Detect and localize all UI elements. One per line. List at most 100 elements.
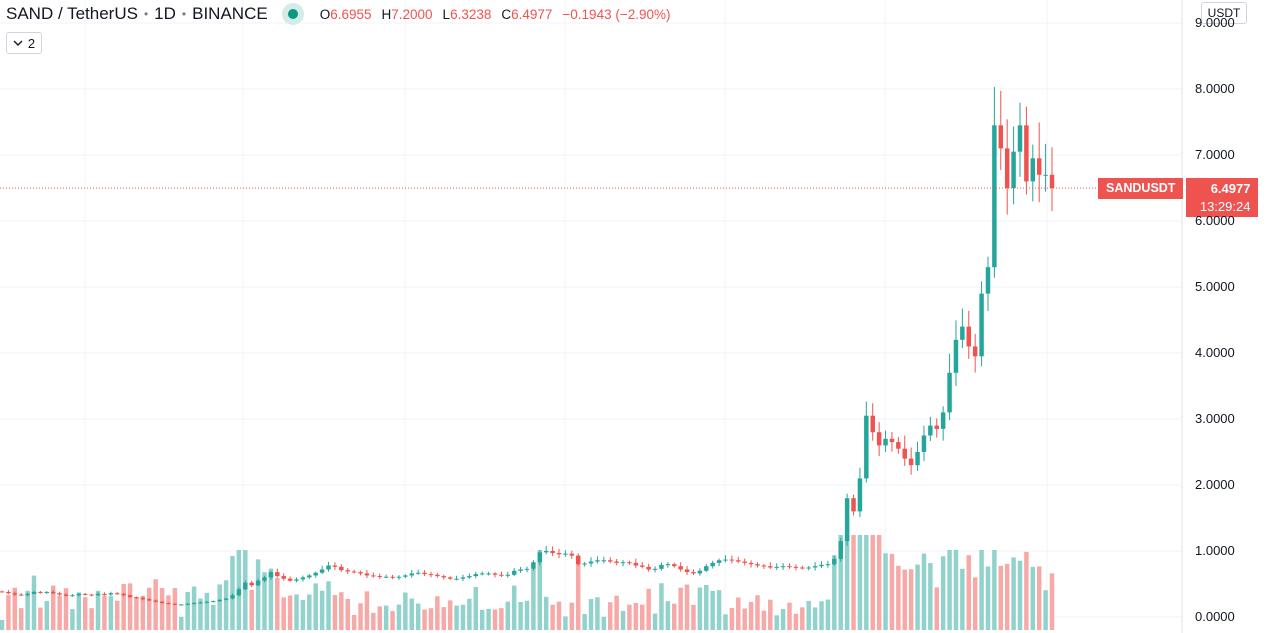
volume-bar [179, 616, 184, 630]
candle-body [326, 565, 331, 570]
volume-bar [396, 604, 402, 630]
volume-bar [652, 613, 658, 630]
candle-body [889, 438, 895, 443]
volume-bar [358, 603, 363, 630]
candle-body [819, 564, 824, 567]
volume-bar [185, 591, 190, 630]
candle-body [18, 594, 24, 596]
volume-bar [191, 586, 197, 630]
volume-bar [998, 565, 1004, 630]
candle-body [979, 293, 984, 357]
volume-bar [371, 612, 376, 630]
volume-bar [364, 591, 370, 630]
candle-body [435, 574, 440, 577]
volume-bar [262, 572, 267, 630]
volume-bar [172, 588, 178, 630]
candle-body [447, 577, 453, 579]
separator-dot: • [143, 7, 149, 21]
volume-bar [1017, 560, 1023, 630]
candle-body [281, 576, 286, 579]
volume-bar [902, 569, 907, 630]
volume-bar [108, 596, 114, 630]
separator-dot: • [181, 7, 187, 21]
currency-button[interactable]: USDT [1201, 2, 1247, 24]
volume-bar [467, 598, 472, 630]
candle-body [716, 560, 722, 563]
volume-bar [601, 616, 607, 630]
candle-body [95, 593, 101, 596]
candle-body [479, 573, 485, 575]
volume-bar [159, 587, 165, 630]
symbol-name[interactable]: SAND / TetherUS [6, 4, 138, 23]
candle-body [543, 551, 549, 553]
candle-body [601, 560, 607, 562]
candle-body [723, 559, 728, 561]
volume-bar [223, 580, 229, 630]
volume-bar [479, 609, 485, 630]
volume-bar [883, 553, 888, 630]
candle-body [12, 593, 18, 595]
candle-body [134, 597, 139, 599]
candle-body [473, 574, 479, 577]
volume-bar [563, 616, 568, 630]
volume-bar [979, 550, 984, 630]
candle-body [838, 541, 843, 559]
volume-bar [422, 609, 427, 630]
volume-bar [441, 607, 447, 630]
price-axis-tick-label: 7.0000 [1195, 147, 1235, 162]
candle-body [153, 600, 158, 602]
high-label: H [381, 6, 392, 22]
candle-body [556, 552, 562, 555]
candle-body [684, 569, 690, 573]
volume-bar [25, 590, 30, 630]
interval-label[interactable]: 1D [154, 4, 176, 23]
candle-body [998, 125, 1004, 149]
volume-bar [575, 558, 581, 630]
candle-body [230, 595, 235, 599]
candle-body [115, 593, 120, 595]
volume-bar [1036, 566, 1042, 630]
candle-body [915, 452, 920, 466]
price-axis-tick-label: 1.0000 [1195, 543, 1235, 558]
volume-bar [82, 597, 88, 630]
candle-body [44, 591, 50, 593]
candle-body [755, 564, 760, 566]
candle-body [992, 125, 997, 268]
volume-bar [928, 563, 933, 630]
candle-body [582, 563, 587, 565]
candle-body [57, 593, 62, 595]
candle-body [985, 267, 991, 294]
volume-bar [876, 535, 882, 630]
candle-body [147, 599, 152, 601]
candle-body [691, 572, 696, 574]
volume-bar [140, 595, 146, 630]
candle-body [198, 602, 203, 604]
indicators-toggle-button[interactable]: 2 [6, 32, 42, 54]
candle-body [620, 562, 626, 564]
volume-bar [1043, 590, 1048, 630]
candle-body [82, 593, 88, 595]
candle-body [908, 458, 914, 466]
price-axis-tick-label: 6.0000 [1195, 213, 1235, 228]
low-value: 6.3238 [450, 6, 492, 22]
market-status-icon[interactable] [281, 3, 304, 25]
candle-body [108, 593, 114, 595]
volume-bar [793, 613, 799, 630]
volume-bar [204, 592, 210, 630]
candle-body [825, 564, 831, 566]
symbol-header: SAND / TetherUS • 1D • BINANCE O6.6955 H… [6, 3, 671, 25]
volume-bar [287, 595, 293, 630]
volume-bar [716, 590, 722, 630]
volume-bar [832, 555, 837, 630]
candle-body [876, 432, 882, 446]
volume-bar [486, 608, 491, 630]
candle-body [627, 562, 632, 564]
volume-bar [147, 587, 152, 630]
candle-body [127, 595, 133, 598]
volume-bar [499, 608, 504, 630]
candle-body [780, 566, 786, 568]
volume-bar [864, 535, 869, 630]
volume-bar [339, 592, 344, 630]
candle-body [204, 601, 210, 603]
